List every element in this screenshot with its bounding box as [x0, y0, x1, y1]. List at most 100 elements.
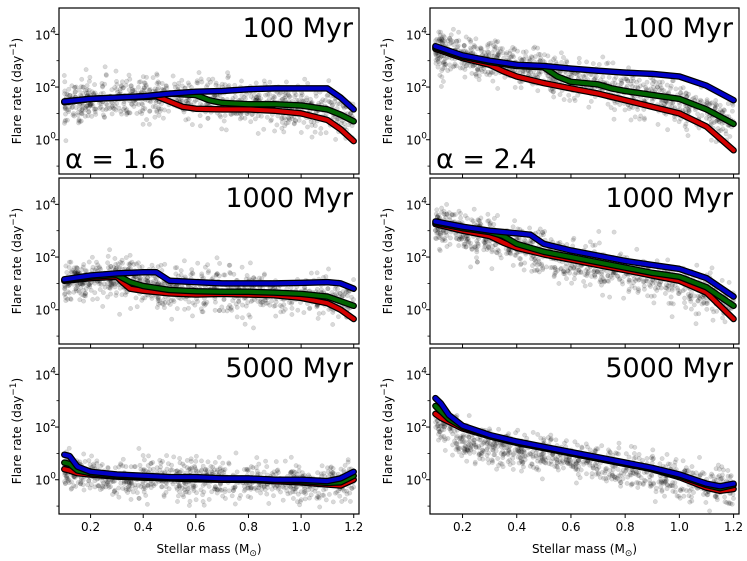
scatter-point [192, 483, 198, 489]
scatter-point [66, 109, 72, 115]
scatter-point [631, 78, 636, 84]
scatter-point [728, 473, 734, 479]
scatter-point [201, 502, 207, 508]
scatter-point [343, 289, 349, 295]
scatter-point [161, 492, 167, 498]
scatter-point [244, 466, 250, 472]
scatter-point [62, 91, 68, 97]
scatter-point [631, 276, 637, 282]
scatter-point [161, 302, 166, 307]
scatter-point [200, 309, 206, 315]
scatter-point [571, 265, 577, 271]
scatter-point [482, 242, 488, 248]
scatter-point [602, 470, 608, 476]
scatter-point [241, 484, 247, 490]
scatter-point [520, 69, 526, 75]
scatter-point [330, 499, 336, 505]
scatter-point [275, 486, 281, 492]
scatter-point [662, 101, 668, 107]
scatter-point [194, 80, 200, 86]
scatter-point [551, 57, 556, 62]
scatter-point [225, 305, 231, 311]
scatter-point [137, 109, 143, 115]
scatter-point [89, 254, 95, 260]
scatter-point [647, 282, 653, 288]
scatter-point [629, 283, 635, 289]
scatter-point [272, 303, 278, 309]
scatter-point [111, 280, 116, 286]
scatter-point [279, 304, 285, 310]
scatter-point [68, 259, 74, 265]
scatter-point [683, 304, 689, 310]
scatter-point [213, 80, 219, 86]
scatter-point [261, 484, 267, 490]
scatter-point [121, 107, 126, 112]
scatter-point [561, 268, 566, 274]
scatter-point [85, 90, 91, 96]
scatter-point [132, 464, 138, 470]
scatter-point [590, 243, 596, 248]
scatter-point [146, 453, 151, 459]
scatter-point [561, 269, 566, 275]
scatter-point [290, 496, 296, 501]
scatter-point [150, 75, 156, 81]
scatter-point [171, 299, 177, 305]
y-tick-base: 10 [406, 304, 421, 318]
scatter-point [454, 236, 460, 242]
scatter-point [552, 265, 558, 270]
scatter-point [259, 486, 264, 492]
scatter-point [160, 458, 165, 464]
scatter-point [177, 483, 183, 489]
scatter-point [703, 500, 709, 505]
scatter-point [263, 300, 269, 306]
scatter-point [194, 78, 200, 84]
scatter-point [710, 317, 716, 323]
scatter-point [724, 500, 730, 506]
scatter-point [523, 53, 529, 59]
scatter-point [477, 437, 483, 443]
scatter-point [81, 298, 87, 304]
scatter-point [666, 300, 672, 306]
scatter-point [532, 267, 537, 273]
scatter-point [161, 297, 166, 303]
scatter-point [232, 94, 238, 100]
scatter-point [112, 256, 118, 261]
scatter-point [80, 90, 86, 96]
scatter-point [635, 84, 641, 90]
scatter-point [227, 302, 233, 308]
scatter-point [288, 454, 294, 460]
scatter-point [567, 459, 573, 465]
scatter-point [693, 321, 699, 327]
scatter-point [301, 310, 307, 316]
scatter-point [553, 456, 559, 462]
scatter-point [118, 83, 124, 89]
scatter-point [193, 467, 199, 473]
scatter-point [164, 453, 170, 459]
scatter-point [616, 478, 622, 483]
scatter-point [572, 272, 578, 278]
scatter-point [140, 295, 146, 301]
scatter-point [150, 104, 156, 110]
scatter-point [243, 96, 248, 102]
scatter-point [552, 270, 558, 276]
scatter-point [174, 265, 180, 271]
scatter-point [438, 83, 444, 89]
scatter-point [349, 294, 355, 300]
scatter-point [456, 449, 462, 455]
scatter-point [216, 486, 222, 492]
scatter-point [727, 134, 733, 139]
scatter-point [185, 98, 191, 104]
scatter-point [482, 69, 488, 75]
scatter-point [477, 452, 483, 457]
scatter-point [555, 267, 561, 273]
scatter-point [689, 494, 694, 500]
scatter-point [152, 104, 158, 110]
scatter-point [331, 471, 337, 477]
scatter-point [62, 286, 68, 292]
scatter-point [447, 35, 452, 41]
scatter-point [493, 39, 499, 45]
scatter-point [535, 229, 541, 235]
scatter-point [65, 296, 71, 302]
scatter-point [448, 235, 453, 241]
scatter-point [127, 486, 133, 492]
